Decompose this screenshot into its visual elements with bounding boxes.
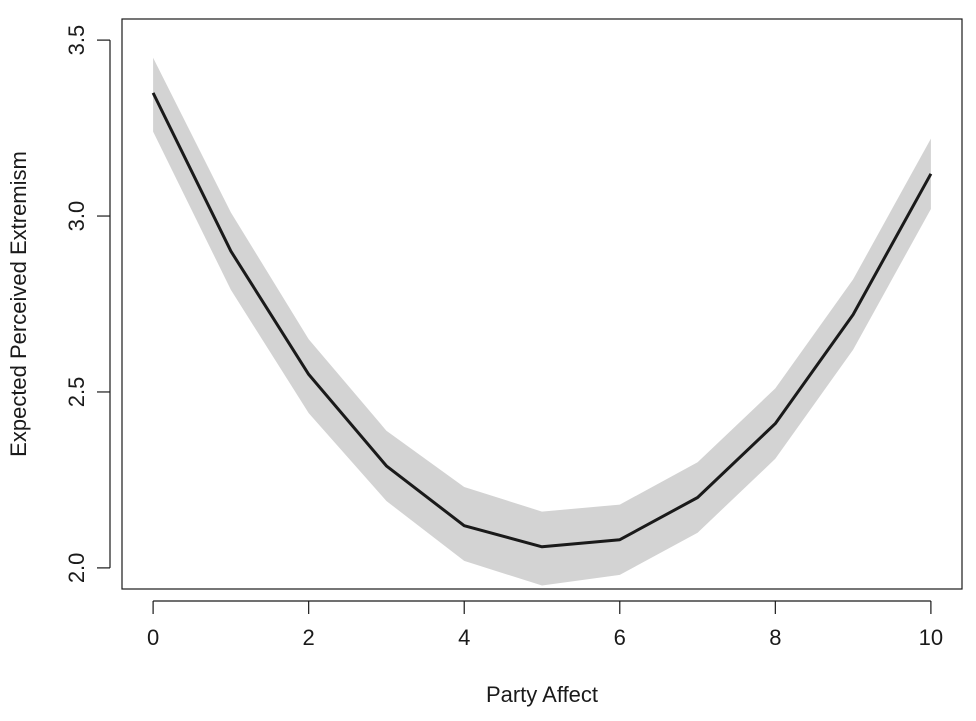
x-tick-label: 8 — [769, 625, 781, 650]
x-tick-label: 4 — [458, 625, 470, 650]
y-tick-label: 2.0 — [64, 553, 89, 584]
x-tick-label: 0 — [147, 625, 159, 650]
y-tick-label: 3.5 — [64, 25, 89, 56]
x-tick-label: 2 — [303, 625, 315, 650]
plot-frame — [121, 18, 963, 590]
y-axis: 2.0 2.5 3.0 3.5 — [64, 25, 111, 584]
series-line — [151, 92, 933, 549]
x-axis: 0 2 4 6 8 10 — [147, 600, 943, 650]
y-tick-label: 2.5 — [64, 377, 89, 408]
confidence-band-layer — [153, 57, 931, 586]
line-layer — [151, 92, 933, 549]
x-tick-label: 6 — [614, 625, 626, 650]
confidence-band — [153, 57, 931, 586]
x-axis-label: Party Affect — [486, 682, 598, 707]
y-axis-label: Expected Perceived Extremism — [6, 151, 31, 457]
y-tick-label: 3.0 — [64, 201, 89, 232]
x-tick-label: 10 — [919, 625, 943, 650]
